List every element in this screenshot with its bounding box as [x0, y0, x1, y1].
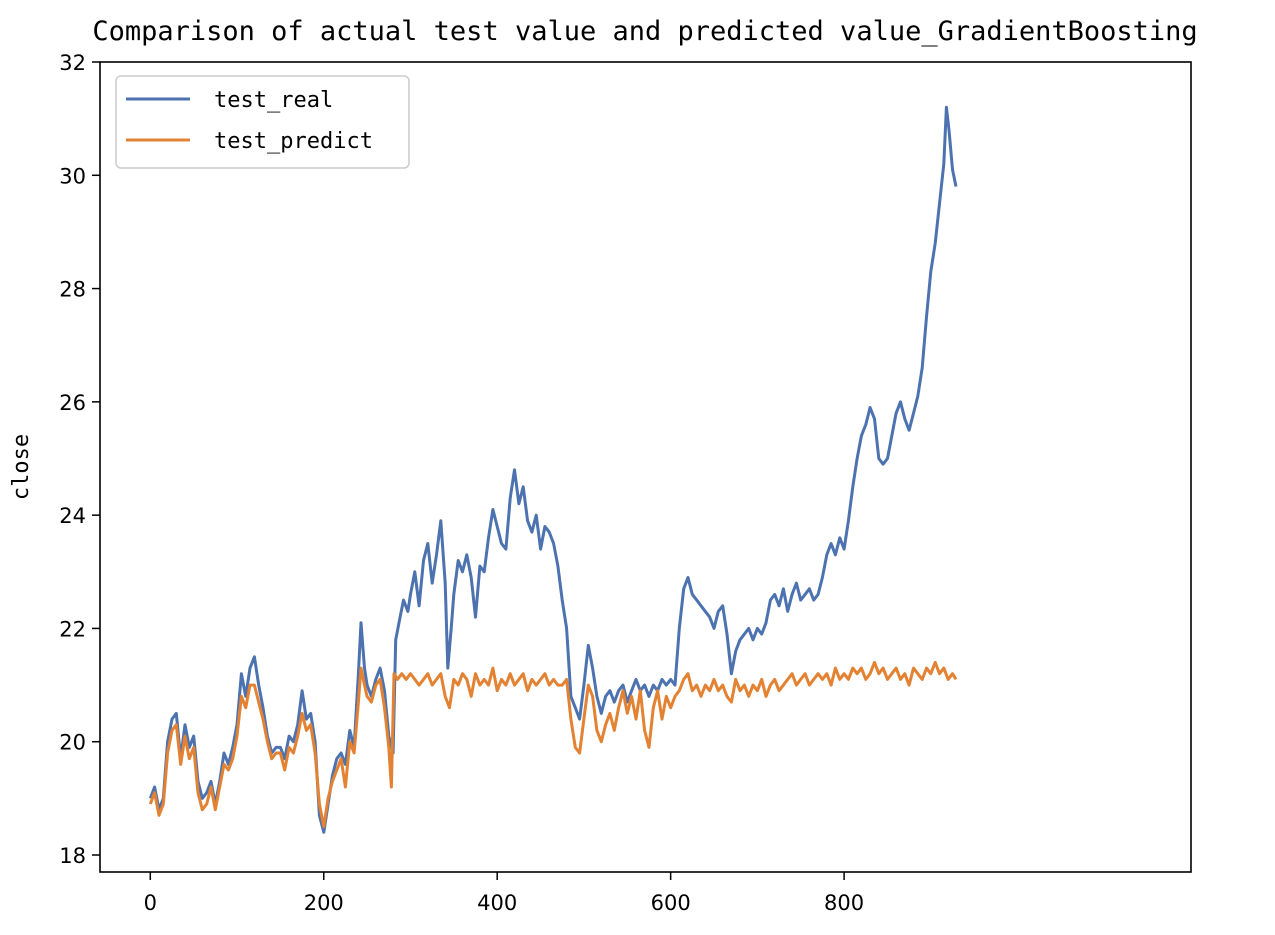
x-tick-label: 200: [304, 891, 344, 915]
y-tick-label: 28: [59, 278, 86, 302]
y-tick-label: 32: [59, 51, 86, 75]
legend-label-test-predict: test_predict: [214, 129, 373, 154]
x-tick-label: 800: [824, 891, 864, 915]
series-line-test-real: [148, 105, 958, 834]
axes-frame: [99, 61, 1192, 873]
legend: test_real test_predict: [115, 75, 410, 169]
y-tick-label: 22: [59, 617, 86, 641]
legend-label-test-real: test_real: [214, 88, 333, 113]
x-tick-label: 600: [651, 891, 691, 915]
y-tick-label: 26: [59, 391, 86, 415]
y-axis-label: close: [9, 434, 34, 500]
y-tick-label: 18: [59, 844, 86, 868]
y-tick-label: 30: [59, 164, 86, 188]
x-axis: 0 200 400 600 800: [144, 872, 864, 915]
x-tick-label: 0: [144, 891, 157, 915]
x-tick-label: 400: [477, 891, 517, 915]
y-tick-label: 20: [59, 731, 86, 755]
chart-title: Comparison of actual test value and pred…: [92, 16, 1197, 47]
series-line-test-predict: [148, 660, 958, 829]
y-axis: 18 20 22 24 26 28 30 32: [59, 51, 100, 868]
y-tick-label: 24: [59, 504, 86, 528]
plot-area: [99, 61, 1192, 873]
series-layer: [148, 105, 958, 834]
